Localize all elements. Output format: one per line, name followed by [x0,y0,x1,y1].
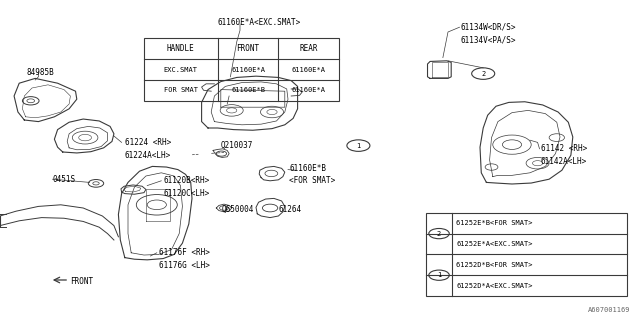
Text: 61142 <RH>: 61142 <RH> [541,144,587,153]
Text: 61264: 61264 [278,205,301,214]
Text: 61176F <RH>: 61176F <RH> [159,248,209,257]
Text: Q650004: Q650004 [222,205,255,214]
Text: 61252D*A<EXC.SMAT>: 61252D*A<EXC.SMAT> [456,283,533,289]
Text: 61160E*A: 61160E*A [292,87,326,93]
Text: 1: 1 [437,272,441,278]
Text: 1: 1 [356,143,360,148]
Text: 61120C<LH>: 61120C<LH> [163,189,209,198]
Text: REAR: REAR [300,44,318,53]
Text: 61160E*A: 61160E*A [231,67,265,73]
Text: 61160E*A<EXC.SMAT>: 61160E*A<EXC.SMAT> [218,18,301,27]
Text: 84985B: 84985B [27,68,54,76]
Text: Q210037: Q210037 [221,141,253,150]
Text: 61252E*A<EXC.SMAT>: 61252E*A<EXC.SMAT> [456,241,533,247]
Text: 61142A<LH>: 61142A<LH> [541,157,587,166]
Text: FRONT: FRONT [236,44,260,53]
Text: 61160E*B: 61160E*B [231,87,265,93]
Bar [426,213,627,296]
Text: 2: 2 [437,231,441,236]
Text: FOR SMAT: FOR SMAT [164,87,198,93]
Text: A607001169: A607001169 [588,307,630,313]
Text: 2: 2 [481,71,485,76]
Text: 61134W<DR/S>: 61134W<DR/S> [461,23,516,32]
Text: FRONT: FRONT [70,277,93,286]
Text: 61252D*B<FOR SMAT>: 61252D*B<FOR SMAT> [456,262,533,268]
Text: 61224 <RH>: 61224 <RH> [125,138,171,147]
Text: <FOR SMAT>: <FOR SMAT> [289,176,335,185]
Text: EXC.SMAT: EXC.SMAT [164,67,198,73]
Bar [144,38,339,101]
Text: HANDLE: HANDLE [167,44,195,53]
Text: 61134V<PA/S>: 61134V<PA/S> [461,36,516,44]
Text: 61252E*B<FOR SMAT>: 61252E*B<FOR SMAT> [456,220,533,226]
Text: 61160E*B: 61160E*B [289,164,326,172]
Text: 61160E*A: 61160E*A [292,67,326,73]
Text: 61176G <LH>: 61176G <LH> [159,261,209,270]
Text: 0451S: 0451S [52,175,76,184]
Text: 61224A<LH>: 61224A<LH> [125,151,171,160]
Text: 61120B<RH>: 61120B<RH> [163,176,209,185]
